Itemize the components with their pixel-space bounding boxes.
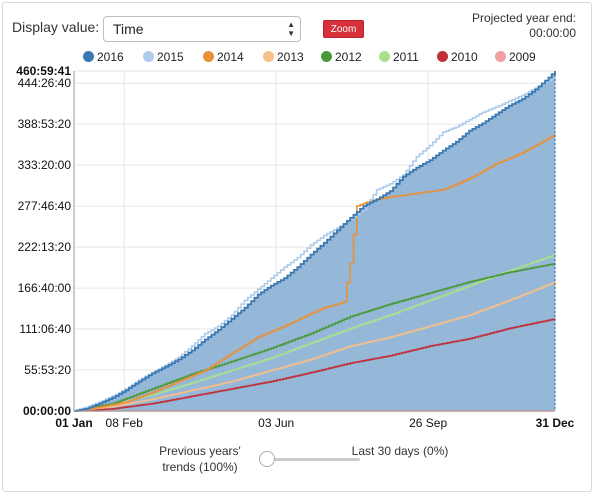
- series-line-2014: [74, 134, 556, 412]
- projected-year-end: Projected year end: 00:00:00: [472, 11, 576, 41]
- legend-item-2010[interactable]: 2010: [437, 50, 478, 64]
- legend-label: 2012: [335, 50, 362, 64]
- legend-item-2009[interactable]: 2009: [495, 50, 536, 64]
- y-tick-label: 222:13:20: [18, 240, 72, 254]
- legend-item-2015[interactable]: 2015: [143, 50, 184, 64]
- display-value-label: Display value:: [12, 19, 100, 35]
- y-tick-label: 111:06:40: [19, 322, 71, 336]
- legend-swatch: [495, 51, 506, 62]
- legend-item-2012[interactable]: 2012: [321, 50, 362, 64]
- slider-right-label: Last 30 days (0%): [351, 444, 449, 458]
- x-tick-label: 08 Feb: [106, 416, 144, 430]
- y-tick-label: 55:53:20: [24, 363, 71, 377]
- y-tick-label: 460:59:41: [16, 64, 71, 78]
- legend-item-2016[interactable]: 2016: [83, 50, 124, 64]
- legend-label: 2010: [451, 50, 478, 64]
- y-tick-label: 00:00:00: [23, 404, 71, 418]
- legend-swatch: [143, 51, 154, 62]
- display-value-selected: Time: [113, 21, 144, 37]
- y-tick-label: 277:46:40: [18, 199, 72, 213]
- y-tick-label: 333:20:00: [18, 158, 72, 172]
- legend-label: 2015: [157, 50, 184, 64]
- x-tick-label: 01 Jan: [55, 416, 92, 430]
- legend-swatch: [203, 51, 214, 62]
- legend-swatch: [437, 51, 448, 62]
- legend-item-2011[interactable]: 2011: [379, 50, 419, 64]
- slider-left-label: Previous years' trends (100%): [159, 444, 241, 474]
- series-line-2012: [74, 263, 556, 412]
- y-tick-label: 388:53:20: [18, 117, 72, 131]
- legend-label: 2014: [217, 50, 244, 64]
- legend-label: 2009: [509, 50, 536, 64]
- legend-swatch: [321, 51, 332, 62]
- legend-label: 2013: [277, 50, 304, 64]
- x-tick-label: 03 Jun: [258, 416, 294, 430]
- x-tick-label: 26 Sep: [409, 416, 447, 430]
- legend-label: 2016: [97, 50, 124, 64]
- trend-slider-area: Previous years' trends (100%) Last 30 da…: [150, 443, 450, 483]
- y-tick-label: 444:26:40: [18, 76, 72, 90]
- projected-value: 00:00:00: [529, 26, 576, 40]
- series-line-2010: [74, 318, 556, 412]
- x-tick-label: 31 Dec: [536, 416, 575, 430]
- legend-swatch: [263, 51, 274, 62]
- legend-swatch: [379, 51, 390, 62]
- zoom-button[interactable]: Zoom: [323, 20, 364, 38]
- legend-label: 2011: [393, 50, 419, 64]
- slider-handle[interactable]: [259, 451, 275, 467]
- legend-item-2013[interactable]: 2013: [263, 50, 304, 64]
- legend-swatch: [83, 51, 94, 62]
- display-value-select[interactable]: Time ▲ ▼: [103, 16, 301, 42]
- slider-track[interactable]: [265, 458, 360, 461]
- legend-item-2014[interactable]: 2014: [203, 50, 244, 64]
- select-arrows-icon: ▲ ▼: [287, 20, 295, 38]
- y-tick-label: 166:40:00: [18, 281, 72, 295]
- series-line-2013: [74, 281, 556, 412]
- series-line-2011: [74, 254, 556, 412]
- projected-label: Projected year end:: [471, 11, 576, 25]
- series-line-2016: [74, 71, 556, 412]
